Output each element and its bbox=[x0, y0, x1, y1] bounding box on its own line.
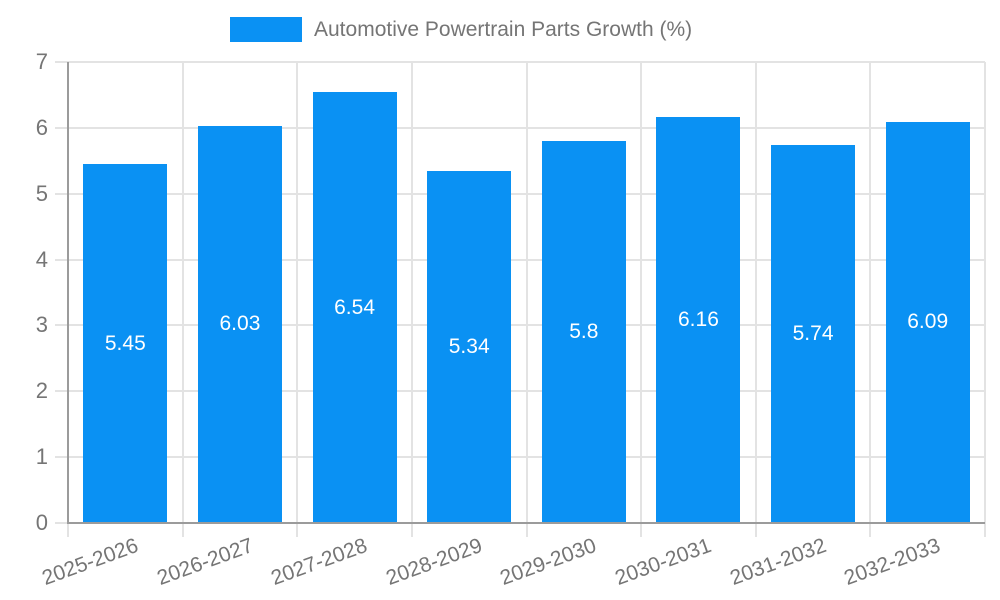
bar: 6.16 bbox=[656, 117, 741, 523]
x-tick-label: 2030-2031 bbox=[612, 534, 715, 590]
y-tick-label: 7 bbox=[35, 49, 48, 74]
bar: 5.45 bbox=[83, 164, 168, 523]
bar: 5.8 bbox=[541, 141, 626, 523]
legend: Automotive Powertrain Parts Growth (%) bbox=[230, 17, 692, 42]
x-tick-label: 2026-2027 bbox=[153, 534, 256, 590]
v-gridline bbox=[869, 62, 872, 537]
bar-value-label: 5.45 bbox=[104, 331, 146, 355]
h-gridline bbox=[55, 456, 985, 459]
v-gridline bbox=[296, 62, 299, 537]
bar: 5.74 bbox=[771, 144, 856, 523]
bar-value-label: 6.09 bbox=[907, 310, 949, 334]
v-gridline bbox=[181, 62, 184, 537]
v-gridline bbox=[984, 62, 986, 537]
x-tick-label: 2032-2033 bbox=[841, 534, 944, 590]
h-gridline bbox=[55, 258, 985, 261]
legend-label: Automotive Powertrain Parts Growth (%) bbox=[314, 17, 693, 41]
y-tick-label: 1 bbox=[35, 444, 48, 470]
x-tick-label: 2028-2029 bbox=[382, 534, 486, 590]
y-tick-label: 4 bbox=[35, 246, 48, 272]
y-tick-label: 5 bbox=[35, 180, 48, 206]
bar-value-label: 6.54 bbox=[334, 295, 375, 319]
bar-value-label: 5.74 bbox=[792, 321, 834, 345]
v-gridline bbox=[640, 62, 643, 537]
legend-swatch bbox=[230, 17, 302, 42]
y-tick-label: 6 bbox=[35, 114, 48, 140]
x-tick-label: 2029-2030 bbox=[497, 534, 600, 590]
x-tick-label: 2031-2032 bbox=[726, 534, 829, 590]
x-axis-line bbox=[67, 522, 985, 524]
bar: 6.54 bbox=[312, 92, 397, 523]
h-gridline bbox=[55, 126, 985, 129]
y-tick-label: 0 bbox=[35, 510, 48, 535]
h-gridline bbox=[55, 61, 985, 63]
y-tick-label: 3 bbox=[35, 312, 48, 338]
bar: 5.34 bbox=[427, 171, 512, 523]
y-axis-line bbox=[67, 62, 69, 523]
x-tick-label: 2025-2026 bbox=[38, 534, 142, 590]
bar: 6.09 bbox=[885, 121, 970, 523]
h-gridline bbox=[55, 390, 985, 393]
y-tick-label: 2 bbox=[35, 378, 48, 404]
bar-value-label: 5.34 bbox=[448, 335, 490, 359]
v-gridline bbox=[410, 62, 413, 537]
h-gridline bbox=[55, 192, 985, 195]
v-gridline bbox=[754, 62, 757, 537]
bar-value-label: 6.16 bbox=[678, 308, 719, 332]
plot-area: 5.45 6.03 6.54 5.34 5.8 6.16 5.74 6.09 bbox=[55, 61, 986, 537]
bar-value-label: 6.03 bbox=[219, 312, 261, 336]
bar-value-label: 5.8 bbox=[569, 320, 599, 344]
h-gridline bbox=[55, 324, 985, 327]
x-tick-label: 2027-2028 bbox=[268, 534, 371, 590]
v-gridline bbox=[525, 62, 528, 537]
bar: 6.03 bbox=[197, 125, 282, 523]
